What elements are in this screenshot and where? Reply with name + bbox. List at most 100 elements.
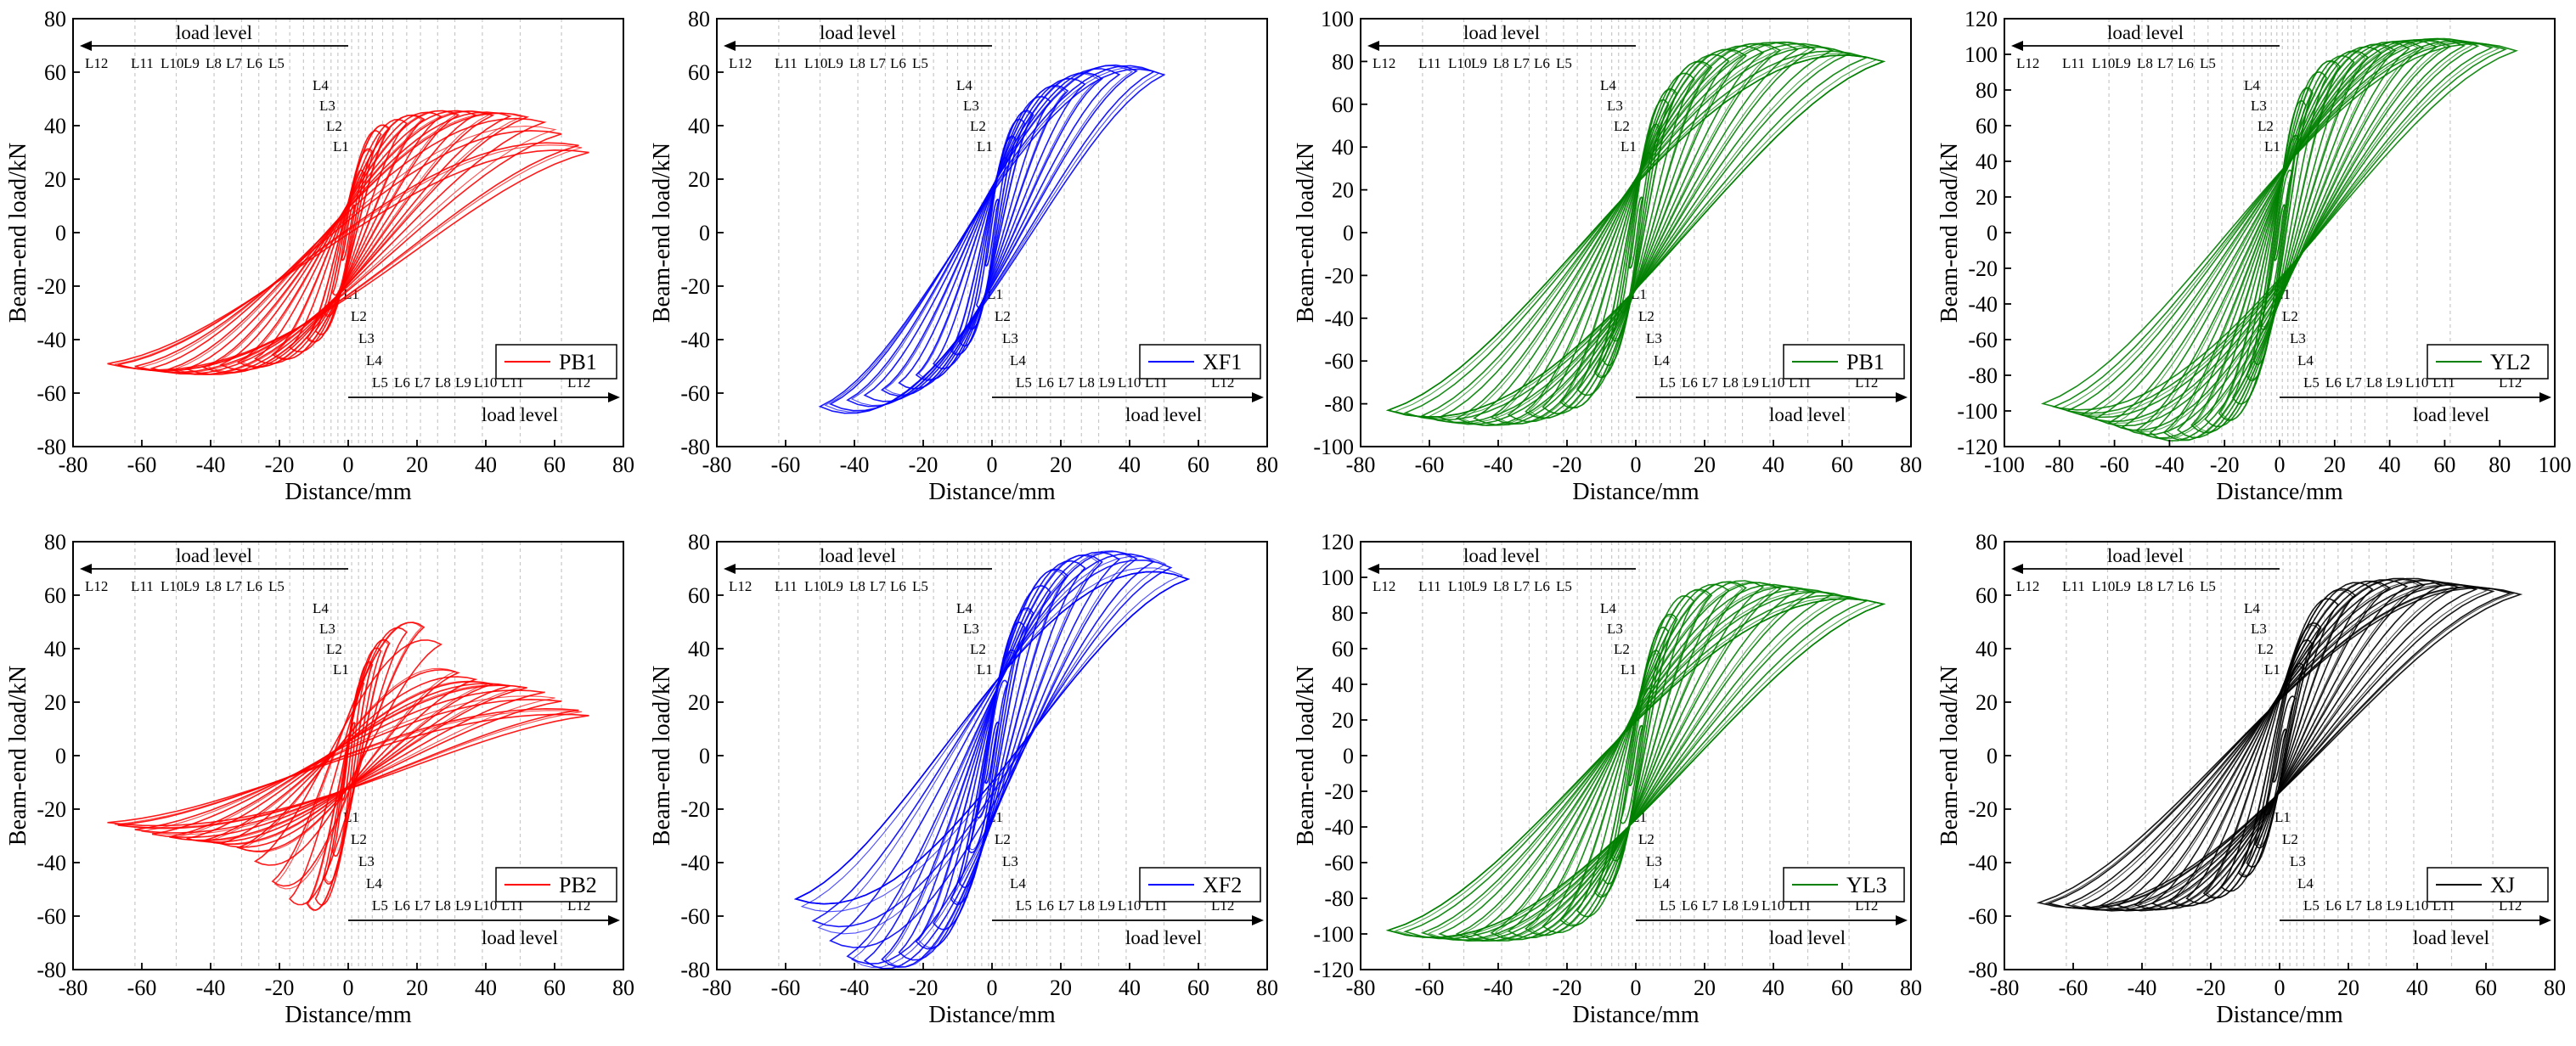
y-tick-label: -40 xyxy=(680,328,710,352)
load-level-label: L3 xyxy=(963,98,979,114)
load-level-label: L9 xyxy=(827,55,843,71)
hysteresis-loop xyxy=(184,111,512,375)
load-level-label: L3 xyxy=(1002,853,1018,869)
hysteresis-loop xyxy=(1507,580,1765,939)
load-level-title: load level xyxy=(176,22,252,43)
load-level-label: L7 xyxy=(1513,578,1530,594)
load-level-label: L10 xyxy=(161,55,183,71)
y-tick-label: 0 xyxy=(1987,744,1998,768)
load-level-arrowhead-right xyxy=(608,915,620,925)
y-tick-label: 120 xyxy=(1321,530,1354,554)
load-level-arrowhead-left xyxy=(1367,564,1379,574)
y-tick-label: 0 xyxy=(1343,221,1354,245)
load-level-label: L4 xyxy=(956,77,972,93)
y-tick-label: 80 xyxy=(1976,78,1998,103)
hysteresis-loop xyxy=(236,110,460,368)
y-tick-label: 40 xyxy=(1976,637,1998,661)
load-level-title: load level xyxy=(2107,22,2184,43)
load-level-label: L8 xyxy=(849,55,865,71)
hysteresis-loop-repeat xyxy=(240,667,457,853)
load-level-title: load level xyxy=(2107,545,2184,566)
y-axis-title: Beam-end load/kN xyxy=(649,143,675,323)
y-tick-label: -60 xyxy=(680,904,710,929)
load-level-label: L8 xyxy=(1493,55,1509,71)
load-level-label: L3 xyxy=(2290,330,2306,346)
load-level-title: load level xyxy=(1125,404,1202,425)
load-level-label: L11 xyxy=(2062,578,2085,594)
y-tick-label: -20 xyxy=(680,274,710,299)
load-level-label: L12 xyxy=(1373,578,1395,594)
y-tick-label: 80 xyxy=(44,530,66,554)
hysteresis-loop-repeat xyxy=(2220,60,2339,420)
y-tick-label: 40 xyxy=(1332,672,1354,697)
y-tick-label: -40 xyxy=(1968,292,1998,317)
y-tick-label: -20 xyxy=(1324,779,1354,804)
x-tick-label: -80 xyxy=(702,453,732,477)
load-level-label: L3 xyxy=(358,853,375,869)
load-level-label: L9 xyxy=(183,55,200,71)
load-level-label: L10 xyxy=(1448,55,1471,71)
hysteresis-loop-repeat xyxy=(824,66,1160,413)
load-level-label: L10 xyxy=(2405,374,2428,391)
x-tick-label: -60 xyxy=(127,976,157,1000)
x-tick-label: 20 xyxy=(1050,976,1072,1000)
load-level-label: L10 xyxy=(474,897,497,914)
load-level-label: L6 xyxy=(246,55,262,71)
x-tick-label: -40 xyxy=(1484,453,1513,477)
hysteresis-loop xyxy=(2150,579,2409,909)
panel-pb2: load level L12 L11 L10 L9 L8 L7 L6 L5 L4 L3 L2 L1 L1 L… xyxy=(0,523,644,1046)
x-tick-label: 100 xyxy=(2539,453,2572,477)
load-level-label: L3 xyxy=(1607,98,1623,114)
y-tick-label: -120 xyxy=(1313,958,1354,982)
hysteresis-loop xyxy=(846,550,1138,965)
load-level-label: L2 xyxy=(2282,831,2298,847)
load-level-label: L2 xyxy=(995,308,1011,324)
x-tick-label: -40 xyxy=(840,976,870,1000)
load-level-label: L7 xyxy=(870,578,886,594)
x-tick-label: -40 xyxy=(196,453,226,477)
load-level-label: L10 xyxy=(1118,374,1141,391)
panel-pb1-green: load level L12 L11 L10 L9 L8 L7 L6 L5 L4 L3 L2 L1 L1 L… xyxy=(1288,0,1931,523)
x-tick-label: 80 xyxy=(1256,453,1278,477)
load-level-label: L7 xyxy=(1702,897,1718,914)
load-level-label: L9 xyxy=(1099,897,1115,914)
legend-label: PB2 xyxy=(559,873,597,897)
x-tick-label: -60 xyxy=(1415,976,1445,1000)
hysteresis-loop xyxy=(1559,60,1713,409)
load-level-arrowhead-right xyxy=(1252,915,1264,925)
load-level-label: L4 xyxy=(313,600,329,616)
x-axis-title: Distance/mm xyxy=(1572,1002,1699,1028)
load-level-arrowhead-right xyxy=(2539,915,2551,925)
x-tick-label: 20 xyxy=(1694,453,1716,477)
x-tick-label: -60 xyxy=(2059,976,2088,1000)
hysteresis-loop-repeat xyxy=(917,86,1067,380)
load-level-label: L3 xyxy=(2251,98,2267,114)
y-tick-label: -20 xyxy=(1968,256,1998,281)
x-tick-label: 60 xyxy=(1187,453,1209,477)
load-level-label: L12 xyxy=(85,578,108,594)
load-level-label: L8 xyxy=(2137,578,2153,594)
panel-xf2: load level L12 L11 L10 L9 L8 L7 L6 L5 L4 L3 L2 L1 L1 L… xyxy=(644,523,1288,1046)
x-tick-label: 80 xyxy=(612,976,634,1000)
load-level-label: L1 xyxy=(977,138,993,155)
hysteresis-loop xyxy=(898,77,1086,390)
load-level-label: L11 xyxy=(131,578,154,594)
hysteresis-loop xyxy=(932,95,1051,370)
load-level-title: load level xyxy=(482,927,558,948)
hysteresis-loop xyxy=(253,639,442,866)
y-tick-label: -20 xyxy=(37,274,66,299)
x-tick-label: 80 xyxy=(2544,976,2566,1000)
hysteresis-loop xyxy=(2079,38,2480,423)
load-level-label: L8 xyxy=(2366,374,2382,391)
plot-frame xyxy=(2004,18,2556,447)
x-tick-label: 60 xyxy=(544,976,566,1000)
load-level-label: L9 xyxy=(2387,374,2403,391)
y-tick-label: 80 xyxy=(688,7,710,31)
y-tick-label: -40 xyxy=(1324,306,1354,331)
x-tick-label: -60 xyxy=(771,976,801,1000)
load-level-arrowhead-left xyxy=(2011,564,2023,574)
